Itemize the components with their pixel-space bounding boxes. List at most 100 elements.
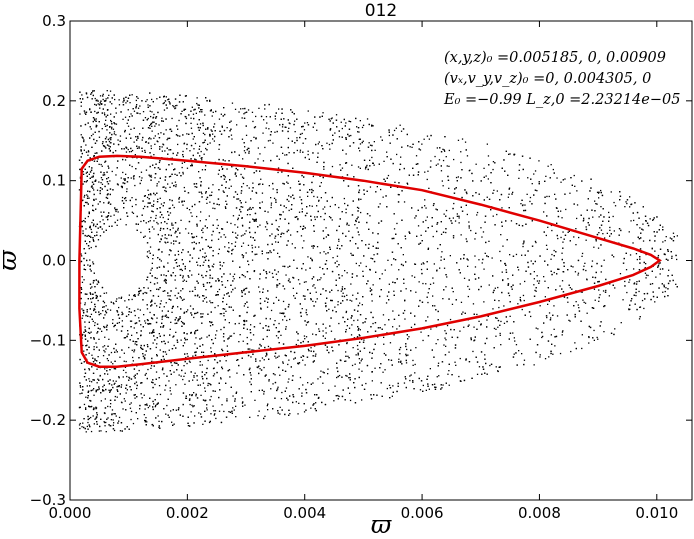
scatter-point [104, 425, 106, 427]
scatter-point [264, 415, 266, 417]
scatter-point [276, 228, 278, 230]
scatter-point [302, 359, 304, 361]
scatter-point [478, 366, 481, 368]
scatter-point [233, 278, 235, 280]
scatter-point [242, 182, 245, 185]
scatter-point [654, 250, 656, 252]
scatter-point [323, 168, 325, 170]
scatter-point [114, 382, 116, 384]
scatter-point [535, 327, 537, 329]
scatter-point [147, 202, 149, 204]
scatter-point [128, 294, 130, 296]
scatter-point [303, 129, 306, 131]
scatter-point [388, 319, 390, 321]
scatter-point [546, 248, 548, 250]
scatter-point [647, 274, 649, 277]
scatter-point [183, 186, 185, 189]
scatter-point [188, 209, 191, 211]
scatter-point [218, 118, 221, 120]
scatter-point [279, 312, 281, 314]
scatter-point [250, 339, 252, 341]
scatter-point [281, 126, 284, 128]
scatter-point [274, 118, 277, 120]
scatter-point [261, 253, 263, 255]
scatter-point [325, 327, 327, 329]
scatter-point [638, 290, 640, 293]
scatter-point [427, 247, 430, 249]
scatter-point [249, 214, 251, 216]
scatter-point [328, 216, 331, 218]
scatter-point [121, 148, 123, 150]
scatter-point [495, 335, 497, 337]
scatter-point [518, 169, 520, 171]
scatter-point [337, 301, 339, 303]
scatter-point [331, 117, 333, 119]
scatter-point [200, 394, 202, 396]
scatter-point [261, 201, 263, 203]
scatter-point [266, 306, 269, 308]
scatter-point [310, 347, 312, 349]
scatter-point [107, 417, 109, 419]
scatter-point [492, 192, 494, 194]
scatter-point [597, 192, 600, 194]
scatter-point [103, 292, 105, 294]
scatter-point [320, 277, 322, 279]
scatter-point [216, 219, 218, 221]
scatter-point [96, 368, 98, 370]
scatter-point [593, 329, 595, 332]
scatter-point [139, 105, 141, 107]
scatter-point [110, 419, 112, 421]
scatter-point [560, 181, 562, 183]
scatter-point [657, 254, 660, 257]
scatter-point [180, 320, 183, 323]
scatter-point [219, 268, 221, 270]
scatter-point [155, 417, 157, 419]
scatter-point [150, 269, 152, 271]
scatter-point [101, 143, 104, 145]
scatter-point [113, 429, 116, 432]
scatter-point [655, 276, 657, 278]
scatter-point [374, 367, 376, 369]
scatter-point [414, 363, 416, 366]
scatter-point [287, 363, 289, 366]
scatter-point [124, 178, 126, 180]
scatter-point [212, 207, 214, 209]
scatter-point [275, 327, 277, 329]
scatter-point [246, 214, 249, 216]
scatter-point [202, 283, 205, 286]
scatter-point [121, 200, 124, 202]
scatter-point [144, 117, 147, 119]
scatter-point [171, 182, 173, 184]
scatter-point [116, 224, 118, 226]
scatter-point [89, 157, 91, 159]
scatter-point [523, 242, 525, 244]
scatter-point [453, 158, 455, 161]
scatter-point [396, 222, 398, 225]
scatter-point [592, 307, 595, 309]
scatter-point [241, 138, 244, 140]
scatter-point [147, 287, 149, 289]
scatter-point [174, 173, 176, 175]
scatter-point [307, 150, 309, 152]
scatter-point [370, 311, 372, 314]
scatter-point [105, 292, 108, 294]
scatter-point [574, 185, 576, 187]
scatter-point [164, 389, 166, 391]
scatter-point [454, 344, 457, 346]
scatter-point [115, 112, 117, 114]
scatter-point [294, 131, 296, 133]
scatter-point [109, 406, 111, 408]
scatter-point [162, 144, 165, 146]
scatter-point [231, 102, 234, 104]
scatter-point [499, 334, 501, 336]
scatter-point [155, 371, 158, 373]
scatter-point [108, 140, 111, 143]
scatter-point [258, 389, 260, 392]
scatter-point [225, 310, 227, 312]
scatter-point [460, 258, 462, 260]
scatter-point [138, 287, 140, 289]
scatter-point [203, 261, 205, 263]
scatter-point [247, 109, 250, 111]
scatter-point [297, 279, 300, 281]
scatter-point [315, 301, 317, 303]
